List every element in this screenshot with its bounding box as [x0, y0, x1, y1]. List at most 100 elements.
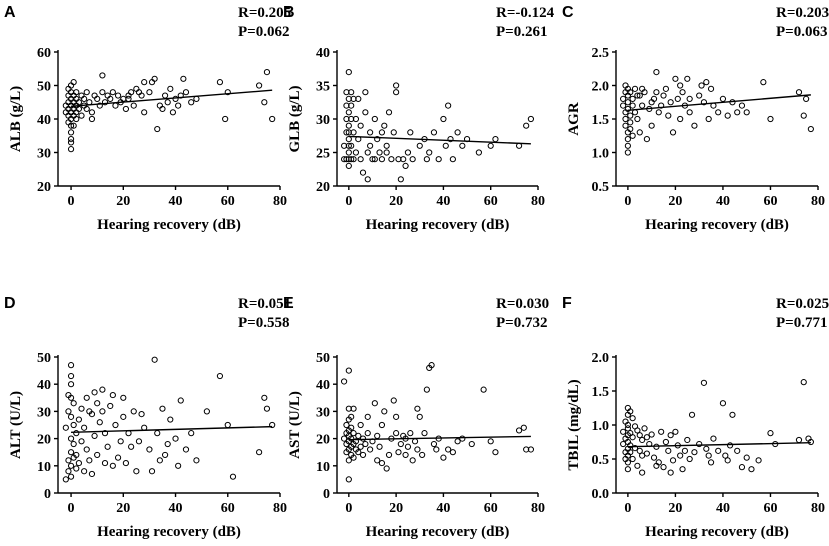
- data-point: [67, 394, 75, 401]
- data-point: [348, 142, 355, 149]
- data-point: [175, 462, 182, 469]
- data-point: [70, 440, 77, 448]
- panel-c: C R=0.203 P=0.063 0.5 1.0 1.5 2.0 2.5 0 20 40 60 80 H…: [562, 4, 829, 233]
- data-point: [743, 454, 750, 461]
- data-point: [658, 428, 665, 435]
- data-point: [350, 156, 357, 163]
- data-point: [350, 129, 357, 136]
- data-point: [86, 408, 93, 415]
- y-tick-label: 2.0: [592, 351, 610, 366]
- data-point: [679, 89, 686, 96]
- data-point: [130, 408, 137, 415]
- y-tick-label: 40: [37, 113, 51, 128]
- data-point: [83, 89, 90, 96]
- data-point: [404, 443, 412, 450]
- data-point: [75, 99, 82, 106]
- y-tick-label: 60: [37, 46, 51, 61]
- x-tick-label: 80: [531, 501, 545, 516]
- data-point: [688, 411, 696, 418]
- data-point: [164, 99, 171, 106]
- data-point: [385, 109, 393, 116]
- y-tick-label: 1.5: [592, 385, 610, 400]
- data-point: [707, 85, 715, 92]
- data-point: [86, 457, 93, 464]
- data-point: [269, 421, 276, 429]
- data-point: [345, 457, 352, 464]
- data-point: [83, 394, 90, 401]
- data-point: [686, 109, 693, 116]
- y-tick-label: 1.0: [592, 419, 610, 434]
- data-point: [515, 427, 523, 434]
- y-tick-label: 0.0: [592, 487, 610, 502]
- data-point: [665, 447, 672, 454]
- data-point: [662, 85, 670, 92]
- data-point: [624, 136, 631, 143]
- data-point: [78, 405, 85, 412]
- x-tick-label: 0: [345, 194, 352, 209]
- data-point: [177, 397, 184, 404]
- data-point: [627, 449, 634, 456]
- data-point: [81, 95, 88, 103]
- data-point: [78, 438, 85, 445]
- data-point: [691, 449, 698, 456]
- data-point: [459, 435, 466, 442]
- y-tick-label: 1.5: [592, 113, 610, 128]
- data-point: [454, 438, 461, 445]
- data-point: [112, 102, 119, 109]
- data-point: [755, 457, 762, 464]
- data-point: [409, 156, 416, 163]
- data-point: [348, 413, 355, 420]
- data-point: [416, 142, 423, 149]
- x-tick-label: 40: [169, 194, 183, 209]
- data-point: [627, 125, 634, 133]
- data-point: [662, 438, 670, 446]
- data-point: [639, 469, 646, 476]
- data-point: [364, 176, 371, 183]
- panel-letter: B: [283, 4, 295, 21]
- data-point: [622, 122, 629, 129]
- data-point: [624, 421, 631, 429]
- data-point: [364, 149, 371, 156]
- data-point: [154, 430, 161, 437]
- data-point: [367, 446, 374, 453]
- data-point: [696, 440, 703, 448]
- data-point: [65, 457, 72, 464]
- data-point: [88, 115, 96, 123]
- data-point: [357, 156, 364, 163]
- y-tick-label: 35: [316, 80, 330, 95]
- data-point: [686, 455, 693, 463]
- x-tick-label: 60: [484, 194, 498, 209]
- data-point: [691, 122, 698, 129]
- data-point: [362, 440, 369, 448]
- data-point: [634, 115, 641, 123]
- data-point: [629, 95, 636, 103]
- y-tick-label: 50: [316, 351, 330, 366]
- data-point: [128, 443, 135, 450]
- x-tick-label: 60: [484, 501, 498, 516]
- data-point: [151, 75, 158, 82]
- y-axis-label: AST (U/L): [287, 391, 303, 459]
- data-point: [348, 102, 355, 109]
- data-point: [340, 435, 348, 442]
- x-tick-label: 80: [273, 501, 287, 516]
- data-point: [629, 132, 636, 139]
- data-point: [70, 421, 77, 429]
- data-point: [527, 446, 535, 453]
- data-point: [641, 425, 648, 432]
- data-point: [67, 413, 75, 420]
- data-point: [345, 109, 352, 116]
- x-tick-label: 0: [624, 194, 631, 209]
- data-point: [172, 435, 179, 442]
- data-point: [369, 156, 376, 163]
- data-point: [364, 430, 371, 437]
- data-point: [393, 82, 400, 89]
- data-point: [125, 95, 132, 103]
- x-tick-label: 0: [345, 501, 352, 516]
- data-point: [114, 92, 122, 99]
- data-point: [67, 139, 75, 146]
- data-point: [167, 85, 174, 92]
- data-point: [627, 442, 634, 449]
- data-point: [67, 122, 75, 129]
- data-point: [729, 411, 736, 418]
- panel-b: B R=-0.124 P=0.261 20 25 30 35 40 0 20 40 60 80 Heari…: [283, 4, 555, 233]
